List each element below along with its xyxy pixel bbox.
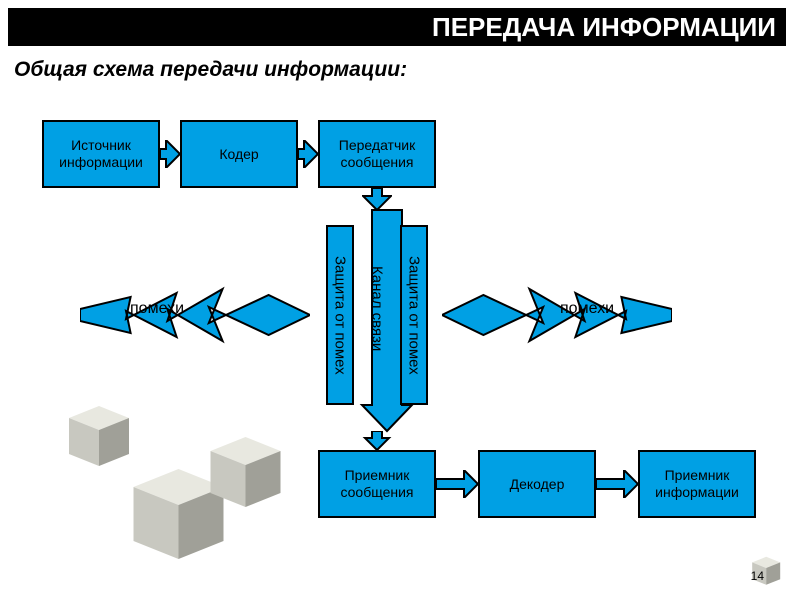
noise-label-right: помехи [560, 300, 614, 318]
box-decoder: Декодер [478, 450, 596, 518]
box-transmitter: Передатчик сообщения [318, 120, 436, 188]
noise-bolt-right [442, 275, 672, 355]
decorative-cube [200, 430, 291, 526]
box-source: Источник информации [42, 120, 160, 188]
vbox-protect1: Защита от помех [326, 225, 354, 405]
box-receiver_msg: Приемник сообщения [318, 450, 436, 518]
noise-bolt-left [80, 275, 310, 355]
arrow [436, 470, 478, 503]
page-number: 14 [751, 569, 764, 583]
box-receiver_info: Приемник информации [638, 450, 756, 518]
channel-label: Канал связи [362, 216, 392, 401]
arrow [160, 140, 180, 173]
page-title: ПЕРЕДАЧА ИНФОРМАЦИИ [432, 12, 776, 43]
page-header: ПЕРЕДАЧА ИНФОРМАЦИИ [8, 8, 786, 46]
arrow [596, 470, 638, 503]
box-coder: Кодер [180, 120, 298, 188]
arrow [298, 140, 318, 173]
noise-label-left: помехи [130, 300, 184, 318]
subtitle: Общая схема передачи информации: [14, 58, 407, 82]
vbox-protect2: Защита от помех [400, 225, 428, 405]
